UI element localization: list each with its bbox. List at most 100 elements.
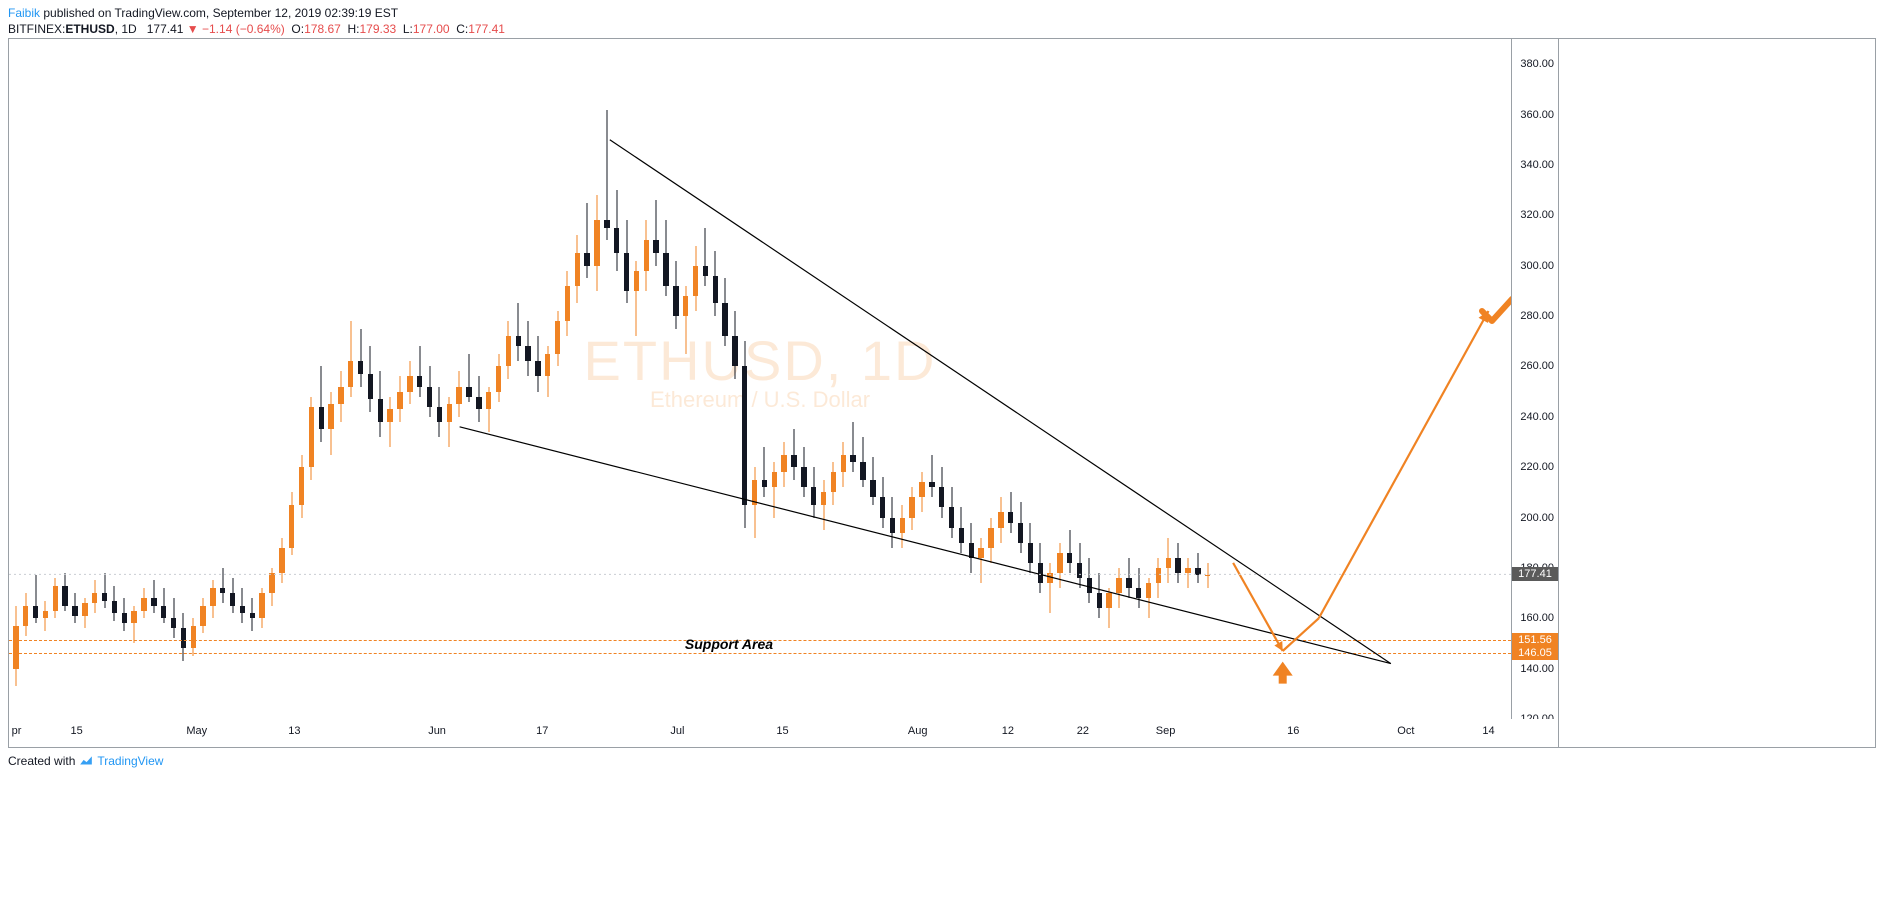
candle [486,39,491,719]
candle [545,39,550,719]
candle [191,39,196,719]
candle [732,39,737,719]
x-tick: Aug [908,725,928,737]
x-tick: Sep [1156,725,1176,737]
candle [397,39,402,719]
candle [703,39,708,719]
candle [171,39,176,719]
last-price: 177.41 [147,22,184,36]
support-label: Support Area [685,636,773,652]
candle [1087,39,1092,719]
x-tick: pr [12,725,22,737]
candle [427,39,432,719]
candle [299,39,304,719]
candle [742,39,747,719]
candle [969,39,974,719]
candle [575,39,580,719]
candle [762,39,767,719]
candle [811,39,816,719]
candle [693,39,698,719]
chart-area[interactable]: ETHUSD, 1D Ethereum / U.S. Dollar Suppor… [8,38,1512,720]
candle [456,39,461,719]
candle [210,39,215,719]
y-tick: 340.00 [1520,159,1554,171]
candle [959,39,964,719]
candle [791,39,796,719]
author-link[interactable]: Faibik [8,6,40,20]
candle [831,39,836,719]
candle [1146,39,1151,719]
y-axis[interactable]: 380.00360.00340.00320.00300.00280.00260.… [1512,38,1559,720]
candle [870,39,875,719]
candle [82,39,87,719]
y-tick: 320.00 [1520,209,1554,221]
x-tick: 12 [1002,725,1014,737]
y-tick: 220.00 [1520,461,1554,473]
candle [535,39,540,719]
candle [584,39,589,719]
y-tick: 140.00 [1520,663,1554,675]
candle [112,39,117,719]
candle [289,39,294,719]
candle [939,39,944,719]
candle [1057,39,1062,719]
candle [496,39,501,719]
candle [387,39,392,719]
up-arrow-icon [1273,662,1293,684]
published-text: published on TradingView.com, [40,6,213,20]
candle [23,39,28,719]
candle [378,39,383,719]
candle [240,39,245,719]
open: 178.67 [304,22,341,36]
timestamp: September 12, 2019 02:39:19 EST [213,6,398,20]
candle [102,39,107,719]
candle [259,39,264,719]
candle [1008,39,1013,719]
candle [92,39,97,719]
x-tick: Oct [1397,725,1414,737]
candle [1175,39,1180,719]
candle [1126,39,1131,719]
y-tick: 280.00 [1520,310,1554,322]
x-tick: 22 [1077,725,1089,737]
candle [348,39,353,719]
y-tick: 380.00 [1520,58,1554,70]
candle [1106,39,1111,719]
candle [141,39,146,719]
candle [653,39,658,719]
candle [860,39,865,719]
candle [880,39,885,719]
candle [309,39,314,719]
candle [151,39,156,719]
candle [988,39,993,719]
candle [476,39,481,719]
candle [319,39,324,719]
candle [850,39,855,719]
candle [200,39,205,719]
x-axis[interactable]: pr15May13Jun17Jul15Aug1222Sep16Oct14Nov [8,719,1559,748]
x-tick: May [186,725,207,737]
candle [358,39,363,719]
y-price-badge: 151.56 [1512,633,1558,647]
candle [683,39,688,719]
candle [644,39,649,719]
candle [279,39,284,719]
candle [516,39,521,719]
candle [368,39,373,719]
candle [752,39,757,719]
header: Faibik published on TradingView.com, Sep… [0,0,1884,22]
x-tick: 14 [1482,725,1494,737]
x-tick: 15 [776,725,788,737]
candle [13,39,18,719]
candle [1077,39,1082,719]
candle [841,39,846,719]
candle [33,39,38,719]
candle [929,39,934,719]
candle [269,39,274,719]
candle [1047,39,1052,719]
candle [1195,39,1200,719]
candle [525,39,530,719]
candle [53,39,58,719]
candle [604,39,609,719]
exchange-prefix: BITFINEX: [8,22,65,36]
